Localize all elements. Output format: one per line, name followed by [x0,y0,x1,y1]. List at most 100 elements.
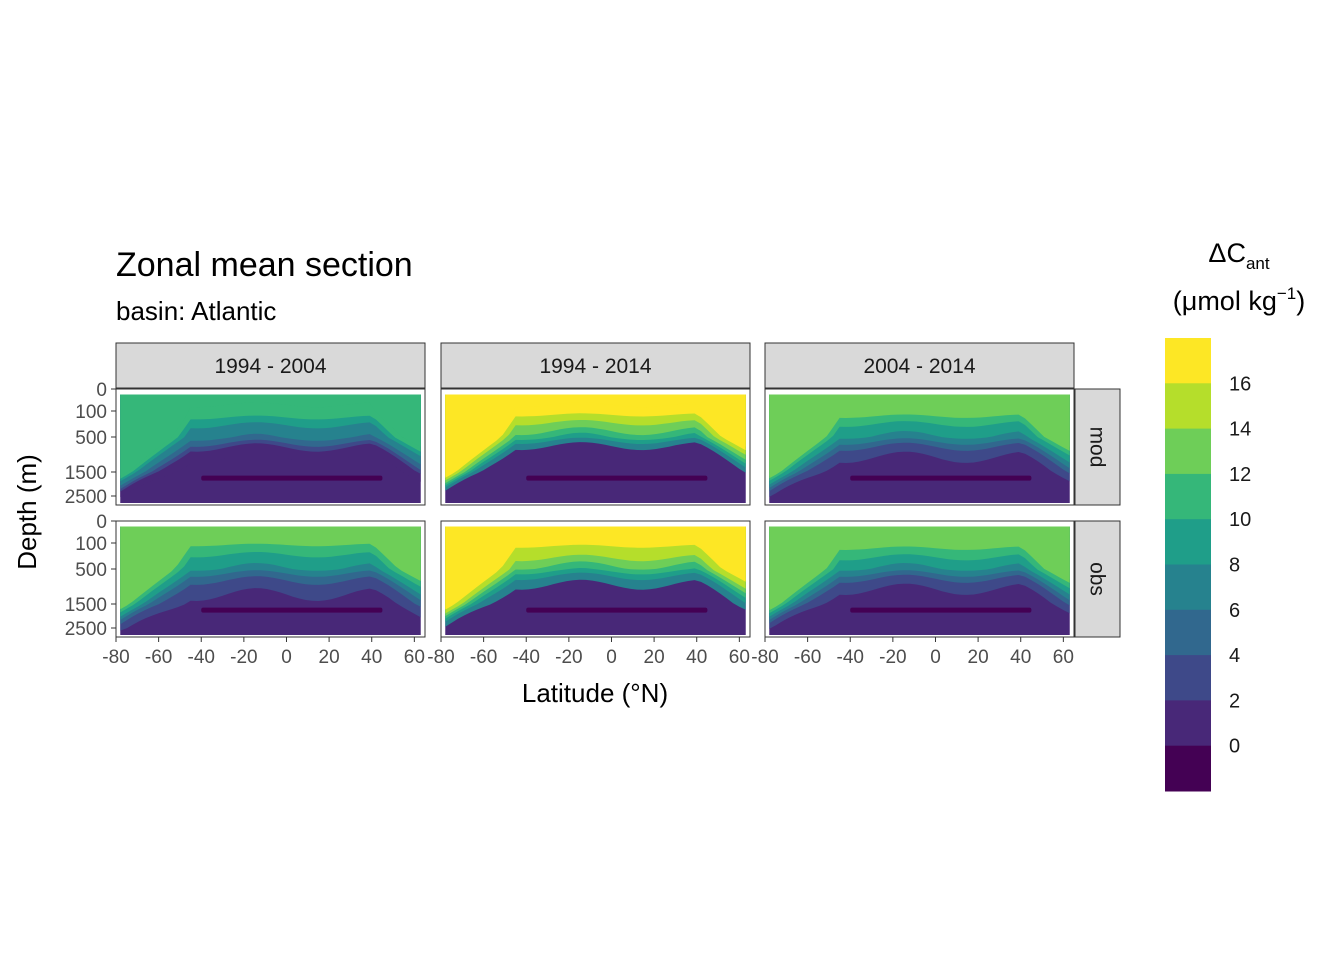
strip-right-obs: obs [1074,520,1121,638]
strip-label: 1994 - 2004 [214,355,326,378]
x-tick-label: -40 [513,647,540,668]
strip-top-2: 2004 - 2014 [764,342,1075,389]
panel-border [115,520,426,638]
panel-obs-1 [440,520,751,638]
strip-background [1074,520,1121,638]
legend-title: ΔCant [1208,238,1269,273]
concentration-band [445,526,746,610]
concentration-band [120,526,421,613]
concentration-band [769,394,1070,479]
x-tick-label: -20 [879,647,906,668]
panel-mod-2 [764,388,1075,506]
panel-border [440,388,751,506]
concentration-band [769,526,1070,611]
y-tick-label: 2500 [65,619,107,640]
y-axis-title: Depth (m) [12,454,42,570]
x-tick-label: 40 [686,647,707,668]
y-tick-label: 100 [75,402,107,423]
deep-minimum-streak [850,607,1032,613]
x-tick-label: -20 [555,647,582,668]
strip-background [440,342,751,389]
x-tick-label: -40 [188,647,215,668]
x-tick-label: -80 [427,647,454,668]
x-tick-label: 60 [729,647,750,668]
strip-background [1074,388,1121,506]
legend-swatch [1165,473,1211,520]
strip-right-mod: mod [1074,388,1121,506]
x-tick-label: 0 [930,647,941,668]
x-tick-label: 40 [1010,647,1031,668]
concentration-band [120,394,421,479]
axes: -80 -60 -40 -20 0 20 40 60 -80 -60 -40 -20 0 20 40 60 -8… [65,380,1074,668]
legend-swatch [1165,700,1211,747]
strip-label: obs [1086,562,1109,596]
deep-minimum-streak [526,607,708,613]
legend-label: 8 [1229,555,1240,577]
legend-label: 2 [1229,690,1240,712]
y-tick-label: 0 [96,512,107,533]
deep-minimum-streak [850,475,1032,481]
x-tick-label: -20 [230,647,257,668]
concentration-band [445,394,746,478]
x-tick-label: -60 [794,647,821,668]
y-tick-label: 1500 [65,463,107,484]
x-axis-title: Latitude (°N) [522,678,668,708]
x-tick-label: 20 [319,647,340,668]
legend-label: 0 [1229,736,1240,758]
chart-title: Zonal mean section [116,246,413,284]
legend-swatch [1165,564,1211,611]
panel-border [115,388,426,506]
panel-obs-2 [764,520,1075,638]
facet-panels [115,388,1075,638]
x-tick-label: 0 [281,647,292,668]
x-tick-label: 20 [968,647,989,668]
y-tick-label: 1500 [65,595,107,616]
x-tick-label: -80 [102,647,129,668]
legend-unit: (μmol kg−1) [1173,284,1305,316]
legend-label: 14 [1229,419,1251,441]
y-tick-label: 500 [75,560,107,581]
x-tick-label: 60 [404,647,425,668]
legend-swatch [1165,519,1211,565]
legend-swatch [1165,655,1211,701]
x-tick-label: -40 [837,647,864,668]
x-tick-label: 0 [606,647,617,668]
x-tick-label: -60 [145,647,172,668]
legend-swatch [1165,383,1211,430]
panel-border [764,388,1075,506]
legend: ΔCant (μmol kg−1) 16 14 12 10 8 6 4 2 0 [1165,238,1305,792]
surface-band [769,394,1070,476]
x-tick-label: 60 [1053,647,1074,668]
surface-band [445,526,746,609]
x-tick-label: 20 [644,647,665,668]
concentration-band [445,526,746,614]
x-tick-label: -80 [751,647,778,668]
deep-minimum-streak [201,475,383,481]
deep-minimum-streak [201,607,383,613]
legend-label: 12 [1229,464,1251,486]
legend-labels: 16 14 12 10 8 6 4 2 0 [1229,373,1251,757]
surface-band [445,394,746,476]
legend-swatch [1165,338,1211,384]
legend-label: 10 [1229,509,1251,531]
strip-background [115,342,426,389]
strip-label: mod [1086,427,1109,468]
chart-subtitle: basin: Atlantic [116,296,276,326]
x-tick-label: -60 [470,647,497,668]
panel-mod-1 [440,388,751,506]
legend-swatch [1165,745,1211,792]
surface-band [120,394,421,476]
legend-swatch [1165,428,1211,475]
strip-background [764,342,1075,389]
legend-label: 4 [1229,645,1240,667]
x-tick-label: 40 [361,647,382,668]
y-tick-label: 2500 [65,487,107,508]
y-tick-label: 100 [75,534,107,555]
panel-obs-0 [115,520,426,638]
legend-colorbar [1165,338,1211,792]
deep-minimum-streak [526,475,708,481]
panel-border [440,520,751,638]
y-tick-label: 0 [96,380,107,401]
surface-band [120,526,421,609]
